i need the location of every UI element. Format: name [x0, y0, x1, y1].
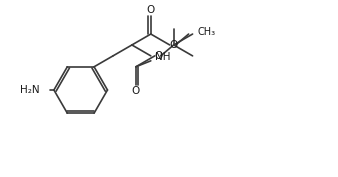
Text: O: O [132, 86, 140, 96]
Text: O: O [170, 40, 178, 50]
Text: H₂N: H₂N [20, 85, 40, 95]
Text: CH₃: CH₃ [197, 27, 216, 37]
Text: O: O [147, 5, 155, 15]
Text: O: O [154, 51, 163, 61]
Text: NH: NH [155, 52, 170, 62]
